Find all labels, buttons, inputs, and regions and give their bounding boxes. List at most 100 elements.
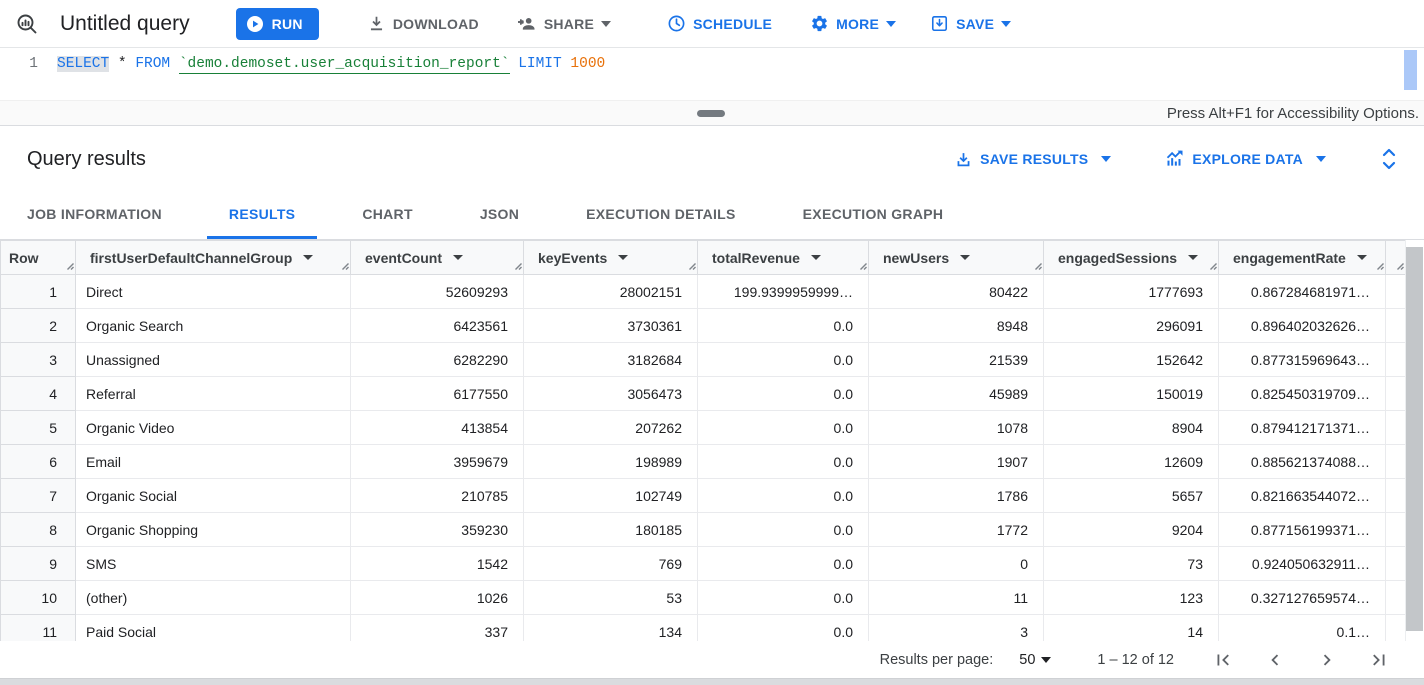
column-menu-caret-icon[interactable] <box>810 255 821 260</box>
table-row: 11 Paid Social 337 134 0.0 3 14 0.1… <box>0 614 1406 641</box>
row-number-cell: 8 <box>0 512 76 547</box>
tab-json[interactable]: JSON <box>479 206 520 222</box>
cell-keyEvents: 180185 <box>523 512 698 547</box>
column-resize-handle[interactable] <box>340 257 349 273</box>
page-size-dropdown[interactable]: 50 <box>1019 652 1052 668</box>
schedule-button[interactable]: SCHEDULE <box>659 6 780 42</box>
results-per-page-label: Results per page: <box>879 651 994 668</box>
column-resize-handle[interactable] <box>687 257 696 273</box>
column-resize-handle[interactable] <box>1033 257 1042 273</box>
column-resize-handle[interactable] <box>1208 257 1217 273</box>
column-label: eventCount <box>365 249 442 266</box>
table-vertical-scrollbar[interactable] <box>1405 240 1424 641</box>
table-row: 9 SMS 1542 769 0.0 0 73 0.924050632911… <box>0 546 1406 581</box>
column-label: keyEvents <box>538 249 608 266</box>
run-button[interactable]: RUN <box>235 7 319 40</box>
previous-page-button[interactable] <box>1264 649 1286 671</box>
tab-job-information[interactable]: JOB INFORMATION <box>27 206 162 222</box>
table-row: 5 Organic Video 413854 207262 0.0 1078 8904 0.8… <box>0 410 1406 445</box>
save-caret-icon <box>1001 20 1012 27</box>
save-results-button[interactable]: SAVE RESULTS <box>946 141 1119 177</box>
cell-engagementRate: 0.327127659574… <box>1218 580 1386 615</box>
column-resize-handle[interactable] <box>1395 257 1404 273</box>
column-menu-caret-icon[interactable] <box>618 255 629 260</box>
column-resize-handle[interactable] <box>65 257 74 273</box>
cell-engagementRate: 0.879412171371… <box>1218 410 1386 445</box>
save-results-icon <box>954 150 973 169</box>
line-number: 1 <box>29 56 38 72</box>
table-row: 6 Email 3959679 198989 0.0 1907 12609 0.8856213… <box>0 444 1406 479</box>
cell-engagedSessions: 9204 <box>1043 512 1219 547</box>
column-resize-handle[interactable] <box>513 257 522 273</box>
cell-totalRevenue: 0.0 <box>697 614 869 641</box>
cell-eventCount: 359230 <box>350 512 524 547</box>
column-menu-caret-icon[interactable] <box>1356 255 1367 260</box>
cell-eventCount: 52609293 <box>350 274 524 309</box>
table-horizontal-scrollbar[interactable] <box>0 678 1424 685</box>
row-number-cell: 11 <box>0 614 76 641</box>
cell-engagementRate: 0.896402032626… <box>1218 308 1386 343</box>
save-results-label: SAVE RESULTS <box>980 151 1089 167</box>
column-header-eventCount[interactable]: eventCount <box>350 240 524 275</box>
share-caret-icon <box>601 20 612 27</box>
cell-firstUserDefaultChannelGroup: Organic Search <box>75 308 351 343</box>
row-number-cell: 7 <box>0 478 76 513</box>
cell-engagementRate: 0.1… <box>1218 614 1386 641</box>
sql-token-keyword: SELECT <box>57 56 110 72</box>
column-label: engagementRate <box>1233 249 1346 266</box>
column-header-newUsers[interactable]: newUsers <box>868 240 1044 275</box>
cell-totalRevenue: 0.0 <box>697 342 869 377</box>
cell-totalRevenue: 0.0 <box>697 512 869 547</box>
table-vertical-scrollbar-thumb[interactable] <box>1406 247 1423 631</box>
column-menu-caret-icon[interactable] <box>960 255 971 260</box>
column-header-keyEvents[interactable]: keyEvents <box>523 240 698 275</box>
column-menu-caret-icon[interactable] <box>453 255 463 260</box>
column-resize-handle[interactable] <box>1375 257 1384 273</box>
table-header-row: Row firstUserDefaultChannelGroup eventCoun… <box>0 240 1406 275</box>
column-menu-caret-icon[interactable] <box>1188 255 1199 260</box>
results-table-area: Row firstUserDefaultChannelGroup eventCoun… <box>0 240 1424 641</box>
sql-code-line[interactable]: SELECT * FROM `demo.demoset.user_acquisi… <box>46 48 605 100</box>
share-button[interactable]: SHARE <box>509 6 619 42</box>
row-number-cell: 1 <box>0 274 76 309</box>
column-label: newUsers <box>883 249 950 266</box>
tab-execution-graph[interactable]: EXECUTION GRAPH <box>802 206 944 222</box>
download-label: DOWNLOAD <box>392 15 479 32</box>
next-page-button[interactable] <box>1316 649 1338 671</box>
tab-results[interactable]: RESULTS <box>206 192 318 239</box>
cell-engagementRate: 0.924050632911… <box>1218 546 1386 581</box>
column-header-engagementRate[interactable]: engagementRate <box>1218 240 1386 275</box>
download-button[interactable]: DOWNLOAD <box>359 6 487 42</box>
cell-firstUserDefaultChannelGroup: Organic Video <box>75 410 351 445</box>
more-button[interactable]: MORE <box>802 6 904 42</box>
cell-keyEvents: 3056473 <box>523 376 698 411</box>
save-button[interactable]: SAVE <box>922 6 1019 42</box>
explore-data-button[interactable]: EXPLORE DATA <box>1157 141 1334 177</box>
column-resize-handle[interactable] <box>858 257 867 273</box>
column-header-engagedSessions[interactable]: engagedSessions <box>1043 240 1219 275</box>
unfold-panel-icon[interactable] <box>1380 148 1398 170</box>
table-row: 2 Organic Search 6423561 3730361 0.0 8948 2960… <box>0 308 1406 343</box>
panel-resize-handle[interactable] <box>697 110 725 117</box>
cell-newUsers: 1772 <box>868 512 1044 547</box>
cell-engagementRate: 0.825450319709… <box>1218 376 1386 411</box>
last-page-button[interactable] <box>1368 649 1390 671</box>
column-menu-caret-icon[interactable] <box>303 255 314 260</box>
column-header-firstUserDefaultChannelGroup[interactable]: firstUserDefaultChannelGroup <box>75 240 351 275</box>
results-tab-bar: JOB INFORMATION RESULTS CHART JSON EXECUTION… <box>0 192 1424 240</box>
cell-filler <box>1385 410 1406 445</box>
sql-editor[interactable]: 1 SELECT * FROM `demo.demoset.user_acqui… <box>0 48 1424 100</box>
row-number-cell: 10 <box>0 580 76 615</box>
tab-chart[interactable]: CHART <box>362 206 413 222</box>
cell-filler <box>1385 308 1406 343</box>
cell-keyEvents: 3182684 <box>523 342 698 377</box>
cell-eventCount: 337 <box>350 614 524 641</box>
first-page-button[interactable] <box>1212 649 1234 671</box>
cell-newUsers: 21539 <box>868 342 1044 377</box>
tab-execution-details[interactable]: EXECUTION DETAILS <box>586 206 736 222</box>
column-header-totalRevenue[interactable]: totalRevenue <box>697 240 869 275</box>
cell-firstUserDefaultChannelGroup: Direct <box>75 274 351 309</box>
cell-totalRevenue: 199.9399959999… <box>697 274 869 309</box>
cell-totalRevenue: 0.0 <box>697 546 869 581</box>
editor-scrollbar-thumb[interactable] <box>1404 50 1417 90</box>
